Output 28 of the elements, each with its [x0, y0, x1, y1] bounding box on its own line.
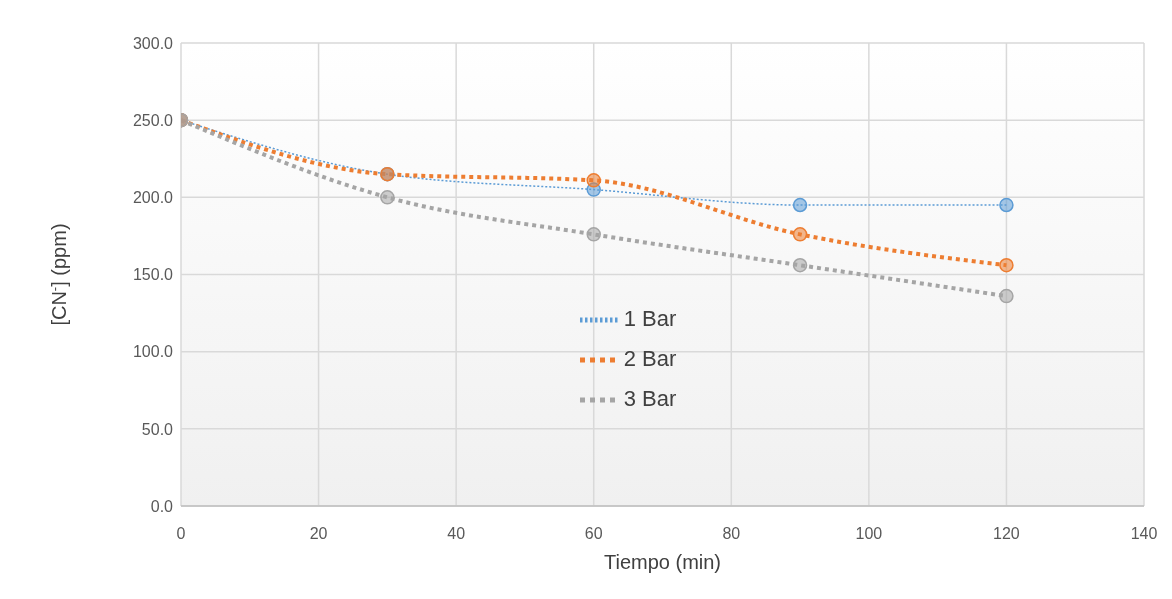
x-tick-label: 120: [993, 525, 1020, 543]
y-tick-label: 150.0: [132, 266, 174, 284]
x-tick-label: 60: [584, 525, 603, 543]
y-tick-label: 100.0: [132, 343, 174, 361]
y-tick-label: 300.0: [132, 34, 174, 52]
x-tick-label: 80: [722, 525, 741, 543]
legend-label: 3 Bar: [623, 385, 677, 411]
point: [999, 257, 1014, 273]
legend-label: 2 Bar: [623, 345, 677, 371]
x-axis-title: Tiempo (min): [603, 551, 722, 573]
y-tick-label: 50.0: [141, 420, 174, 438]
y-tick-label: 250.0: [132, 111, 174, 129]
point: [586, 227, 601, 242]
point: [999, 288, 1014, 304]
x-tick-label: 40: [447, 525, 466, 543]
point: [380, 190, 395, 205]
point: [792, 227, 808, 242]
point: [586, 173, 601, 188]
x-tick-label: 20: [309, 525, 328, 543]
y-tick-label: 0.0: [150, 497, 174, 515]
point: [792, 257, 808, 273]
x-tick-label: 140: [1130, 525, 1158, 543]
y-tick-label: 200.0: [132, 189, 174, 207]
legend-label: 1 Bar: [623, 305, 677, 331]
x-tick-label: 0: [176, 525, 186, 543]
point: [792, 197, 808, 213]
point: [999, 197, 1014, 213]
x-tick-label: 100: [855, 525, 883, 543]
